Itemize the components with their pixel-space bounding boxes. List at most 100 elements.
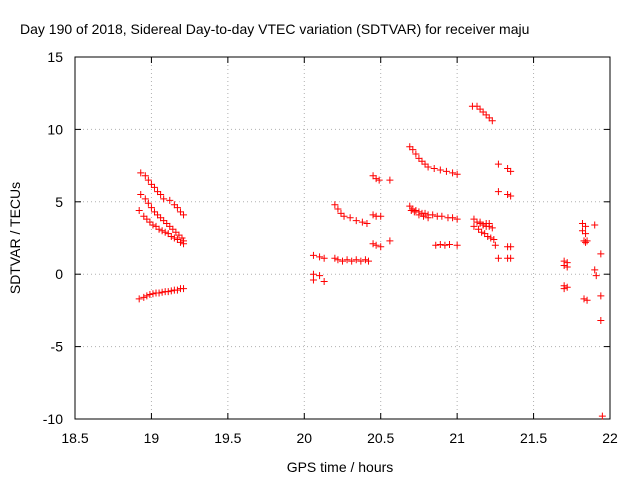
data-point [339,257,346,265]
data-point [436,166,444,174]
series-s6 [331,201,371,228]
data-point [146,290,154,298]
data-point [504,164,512,172]
series-s1 [137,169,188,219]
series-s17 [560,257,571,293]
data-point [429,211,437,219]
data-point [369,172,377,180]
data-point [352,256,360,264]
axis-ticks [74,56,611,420]
series-s3 [135,206,188,248]
data-point [170,234,178,242]
series-s5 [309,251,328,285]
data-point [591,266,599,274]
data-point [343,256,351,264]
data-point [144,176,152,184]
data-point [180,211,188,219]
data-point [369,240,377,248]
data-point [178,234,186,242]
y-axis-label: SDTVAR / TECUs [7,182,23,294]
x-tick-labels: 18.5 19 19.5 20 20.5 21 21.5 22 [61,430,618,446]
data-point [149,221,157,229]
data-point [143,292,151,300]
data-point [135,295,143,303]
data-point [479,108,487,116]
data-point [412,150,420,158]
data-point [507,254,515,262]
data-point [144,199,152,207]
data-point [490,235,498,243]
data-point [352,217,360,225]
data-point [424,163,432,171]
data-point [137,191,145,199]
data-point [337,209,345,217]
x-tick-label: 20.5 [367,430,394,446]
data-point [481,230,489,238]
data-point [485,222,493,230]
data-point [478,228,486,236]
data-point [158,288,166,296]
data-point [137,169,145,177]
y-tick-label: -10 [43,411,63,427]
data-point [475,225,483,233]
data-point [446,241,453,249]
data-point [170,201,178,209]
x-tick-label: 21 [449,430,465,446]
data-point [167,233,175,241]
data-point [476,218,484,226]
data-point [348,257,356,265]
data-point [164,230,172,238]
data-point [334,256,342,264]
data-point [172,228,180,236]
data-point [160,195,168,203]
series-s11 [407,206,432,222]
data-point [592,272,600,280]
data-point [135,206,143,214]
data-point [449,169,457,177]
data-point [164,288,172,296]
data-point [488,224,496,232]
data-point [357,257,365,265]
data-point [386,237,394,245]
data-point [470,215,478,223]
data-point [494,254,502,262]
series-s8 [369,172,394,251]
data-point [372,241,380,249]
data-point [166,222,174,230]
data-point [597,317,605,325]
data-point [578,227,586,235]
data-point [340,212,348,220]
data-point [140,212,148,220]
data-point [597,292,605,300]
data-point [175,231,183,239]
x-tick-label: 19.5 [214,430,241,446]
data-point [377,212,385,220]
data-point [154,211,162,219]
data-point [409,146,417,154]
chart-title: Day 190 of 2018, Sidereal Day-to-day VTE… [20,21,529,37]
series-s18 [578,220,606,420]
data-point [147,204,155,212]
data-point [155,289,163,297]
series-s15 [476,218,496,232]
data-point [582,230,590,238]
data-point [372,175,380,183]
data-point [476,105,484,113]
data-point [430,164,438,172]
x-tick-label: 18.5 [61,430,88,446]
data-point [453,215,461,223]
data-point [453,170,461,178]
data-point [488,117,496,125]
data-point [309,276,317,284]
data-point [161,228,169,236]
data-point [176,208,184,216]
data-point [438,212,446,220]
data-point [176,238,184,246]
data-point [507,243,515,251]
data-point [583,296,591,304]
data-point [582,222,590,230]
series-s16 [494,160,515,262]
data-point [154,188,162,196]
data-point [375,176,383,184]
y-tick-labels: -10 -5 0 5 10 15 [43,49,63,427]
